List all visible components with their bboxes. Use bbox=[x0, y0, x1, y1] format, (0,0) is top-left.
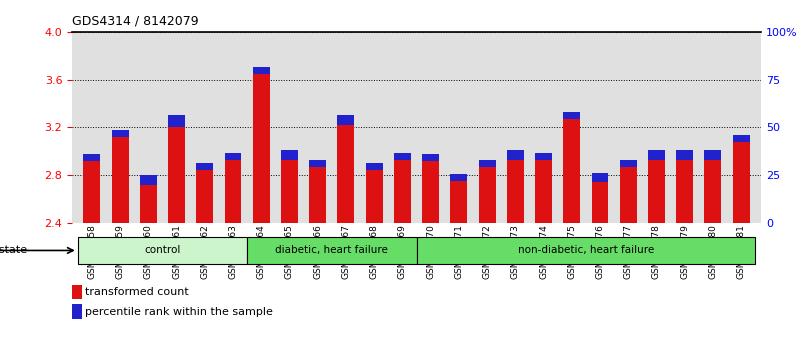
Bar bbox=[592, 182, 609, 223]
Bar bbox=[733, 135, 750, 142]
Bar bbox=[450, 174, 467, 181]
Bar bbox=[620, 160, 637, 167]
Bar bbox=[479, 160, 496, 167]
Bar bbox=[676, 150, 693, 160]
Bar bbox=[281, 150, 298, 160]
Bar bbox=[648, 150, 665, 160]
Bar bbox=[168, 115, 185, 127]
Bar bbox=[224, 153, 241, 160]
FancyBboxPatch shape bbox=[78, 237, 248, 264]
Bar bbox=[535, 160, 552, 223]
Bar bbox=[309, 160, 326, 167]
Bar bbox=[140, 185, 157, 223]
Bar bbox=[366, 171, 383, 223]
Text: GDS4314 / 8142079: GDS4314 / 8142079 bbox=[72, 14, 199, 27]
Bar bbox=[196, 163, 213, 171]
Text: diabetic, heart failure: diabetic, heart failure bbox=[276, 245, 388, 256]
Text: disease state: disease state bbox=[0, 245, 27, 256]
Bar bbox=[620, 167, 637, 223]
Bar bbox=[309, 167, 326, 223]
Bar bbox=[337, 115, 354, 125]
Bar bbox=[676, 160, 693, 223]
Text: percentile rank within the sample: percentile rank within the sample bbox=[85, 307, 273, 316]
Bar bbox=[366, 163, 383, 171]
FancyBboxPatch shape bbox=[417, 237, 755, 264]
Bar bbox=[705, 150, 722, 160]
Bar bbox=[111, 137, 128, 223]
FancyBboxPatch shape bbox=[248, 237, 417, 264]
Bar bbox=[450, 181, 467, 223]
Bar bbox=[394, 153, 411, 160]
Bar bbox=[479, 167, 496, 223]
Bar bbox=[83, 161, 100, 223]
Bar bbox=[83, 154, 100, 161]
Bar bbox=[253, 67, 270, 74]
Text: control: control bbox=[144, 245, 180, 256]
Bar bbox=[281, 160, 298, 223]
Bar bbox=[253, 74, 270, 223]
Bar bbox=[563, 119, 580, 223]
Bar bbox=[705, 160, 722, 223]
Bar bbox=[337, 125, 354, 223]
Bar bbox=[422, 161, 439, 223]
Bar bbox=[422, 154, 439, 161]
Bar bbox=[733, 142, 750, 223]
Bar bbox=[196, 171, 213, 223]
Text: non-diabetic, heart failure: non-diabetic, heart failure bbox=[517, 245, 654, 256]
Bar bbox=[592, 173, 609, 182]
Bar bbox=[168, 127, 185, 223]
Bar bbox=[224, 160, 241, 223]
Bar bbox=[648, 160, 665, 223]
Bar bbox=[140, 175, 157, 185]
Bar bbox=[394, 160, 411, 223]
Bar bbox=[535, 153, 552, 160]
Text: transformed count: transformed count bbox=[85, 287, 189, 297]
Bar bbox=[563, 112, 580, 119]
Bar bbox=[111, 130, 128, 137]
Bar bbox=[507, 150, 524, 160]
Bar bbox=[507, 160, 524, 223]
